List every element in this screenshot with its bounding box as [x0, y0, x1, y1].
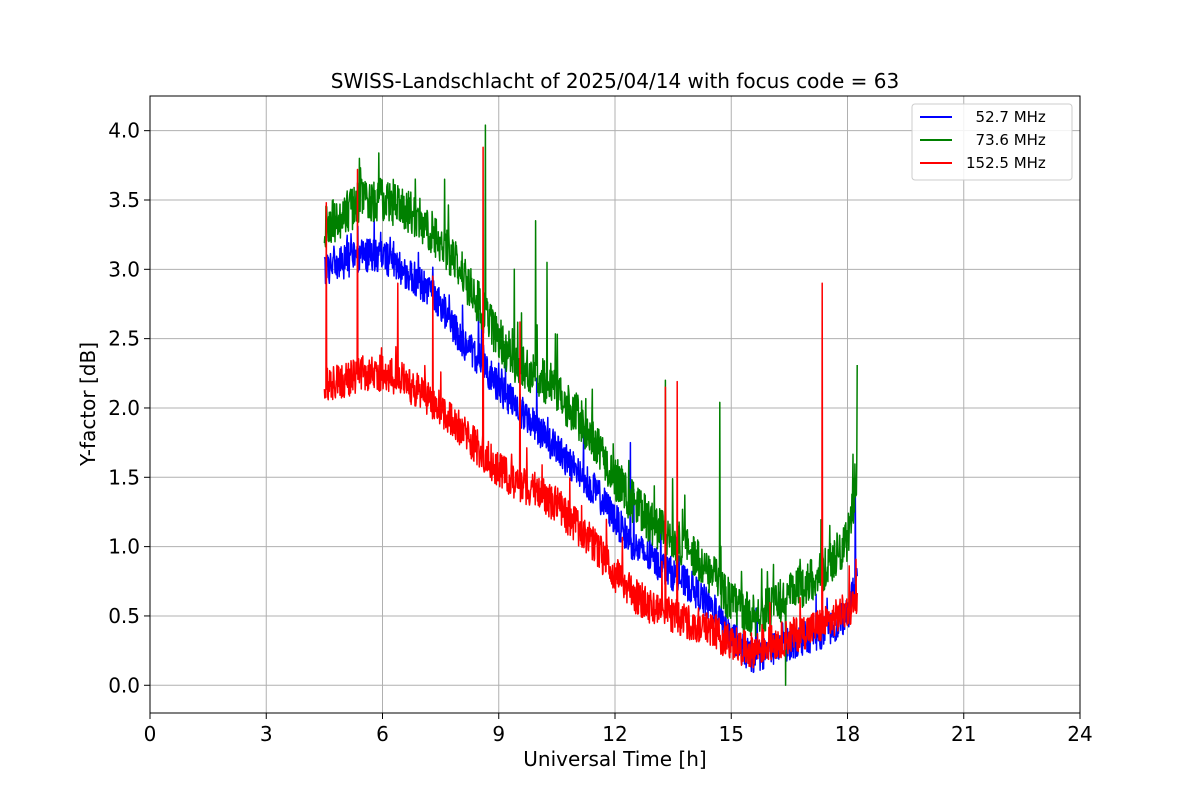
y-axis: 0.0 0.5 1.0 1.5 2.0 2.5 3.0 3.5 4.0: [108, 119, 150, 697]
x-tick-label: 0: [144, 722, 157, 746]
y-axis-title: Y-factor [dB]: [76, 342, 100, 467]
legend: 52.7 MHz 73.6 MHz 152.5 MHz: [911, 103, 1073, 181]
legend-label-series-2: 152.5 MHz: [966, 154, 1046, 172]
series-line-2: [323, 146, 858, 669]
legend-box: [911, 103, 1073, 181]
y-tick-label: 0.0: [108, 673, 140, 697]
plot-area: [323, 124, 858, 687]
y-tick-label: 1.5: [108, 465, 140, 489]
x-tick-label: 12: [602, 722, 627, 746]
y-tick-label: 4.0: [108, 119, 140, 143]
x-tick-label: 21: [951, 722, 976, 746]
x-tick-label: 15: [719, 722, 744, 746]
chart-title: SWISS-Landschlacht of 2025/04/14 with fo…: [331, 69, 899, 93]
y-tick-label: 2.5: [108, 327, 140, 351]
x-tick-label: 9: [492, 722, 505, 746]
x-axis: 0 3 6 9 12 15 18 21 24: [144, 713, 1093, 746]
y-tick-label: 3.5: [108, 188, 140, 212]
legend-label-series-0: 52.7 MHz: [966, 108, 1046, 126]
legend-label-series-1: 73.6 MHz: [966, 131, 1046, 149]
x-tick-label: 18: [835, 722, 860, 746]
x-tick-label: 24: [1067, 722, 1092, 746]
y-tick-label: 3.0: [108, 257, 140, 281]
y-tick-label: 1.0: [108, 535, 140, 559]
x-tick-label: 3: [260, 722, 273, 746]
y-tick-label: 2.0: [108, 396, 140, 420]
x-axis-title: Universal Time [h]: [523, 747, 706, 771]
grid: [149, 96, 1081, 713]
y-tick-label: 0.5: [108, 604, 140, 628]
x-tick-label: 6: [376, 722, 389, 746]
series-line-1: [323, 124, 858, 687]
